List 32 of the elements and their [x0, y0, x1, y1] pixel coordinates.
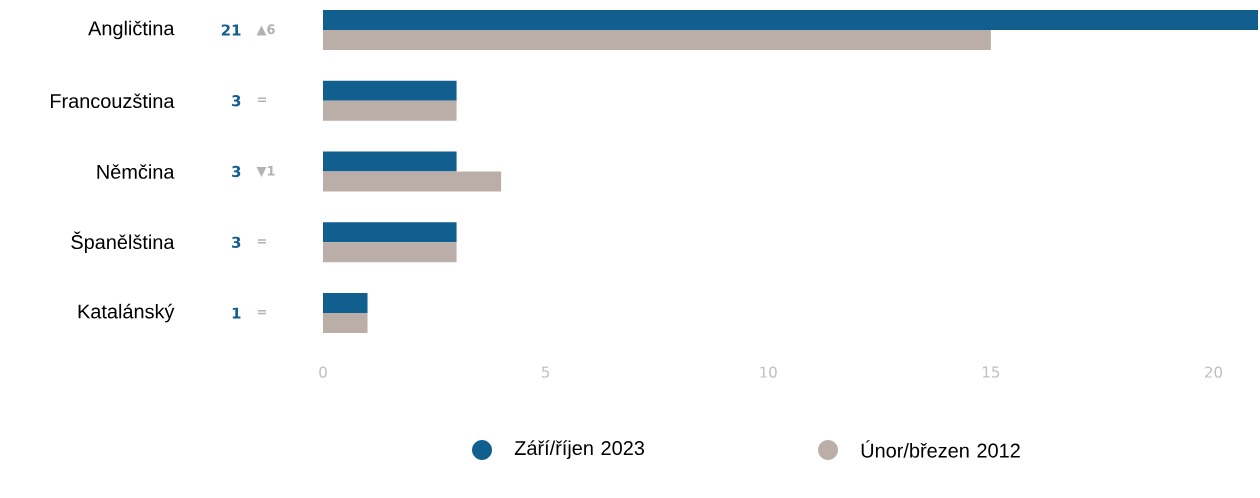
legend-label: Únor/březen 2012 — [861, 440, 1020, 458]
x-tick-label: 0 — [319, 366, 327, 378]
data-label: 1 — [232, 307, 241, 319]
y-tick-label: Španělština — [71, 231, 175, 254]
x-tick-label: 5 — [542, 366, 550, 378]
bar — [323, 293, 368, 314]
x-tick-label: 10 — [760, 366, 777, 378]
bar — [323, 9, 1259, 30]
text: = — [257, 309, 266, 315]
bar — [323, 171, 502, 192]
data-label: 3 — [232, 236, 241, 248]
bar — [323, 151, 457, 172]
bar — [323, 100, 457, 121]
text: ▲6 — [256, 24, 275, 36]
y-tick-label: Angličtina — [88, 20, 175, 40]
y-tick-label: Katalánský — [78, 303, 175, 323]
legend-label: Září/říjen 2023 — [514, 440, 644, 460]
text: ▼1 — [256, 165, 275, 178]
x-tick-label: 15 — [983, 366, 1000, 378]
x-tick-label: 20 — [1205, 366, 1222, 378]
data-label: 3 — [232, 165, 241, 178]
data-label: 3 — [232, 95, 241, 107]
bar — [323, 222, 457, 243]
y-tick-label: Němčina — [97, 164, 175, 179]
y-tick-label: Francouzština — [50, 93, 175, 109]
bar — [323, 29, 991, 50]
data-label: 21 — [221, 24, 241, 36]
text: = — [257, 239, 266, 244]
text: = — [257, 97, 266, 102]
bar — [323, 242, 457, 263]
bar — [323, 313, 368, 334]
bar — [323, 80, 457, 101]
